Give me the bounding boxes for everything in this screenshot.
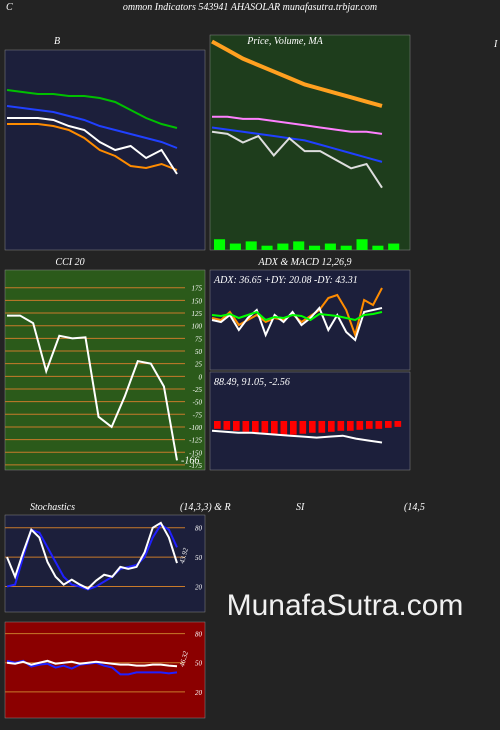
header-title: ommon Indicators 543941 AHASOLAR munafas… bbox=[123, 2, 377, 13]
y-tick-label: 0 bbox=[199, 373, 203, 381]
bar bbox=[293, 241, 305, 250]
y-tick-label: 25 bbox=[195, 361, 203, 369]
bar bbox=[328, 421, 335, 432]
bar bbox=[261, 421, 269, 433]
bar bbox=[233, 421, 240, 431]
series-line bbox=[7, 117, 178, 175]
series-line bbox=[7, 314, 178, 461]
bar bbox=[309, 245, 321, 250]
series-line bbox=[6, 659, 178, 668]
y-tick-label: 20 bbox=[195, 689, 203, 697]
stoch-title: (14,5 bbox=[404, 502, 425, 513]
series-line bbox=[6, 105, 178, 149]
panel-title: B bbox=[54, 36, 60, 47]
y-tick-label: -50 bbox=[193, 399, 203, 407]
stoch-title: Stochastics bbox=[30, 502, 75, 513]
y-tick-label: 150 bbox=[192, 297, 203, 305]
y-tick-label: -125 bbox=[189, 437, 202, 445]
y-tick-label: -100 bbox=[189, 424, 202, 432]
y-tick-label: -175 bbox=[189, 462, 202, 470]
y-tick-label: -75 bbox=[193, 411, 203, 419]
y-tick-label: 80 bbox=[195, 525, 203, 533]
bar bbox=[252, 421, 259, 433]
y-tick-label: -25 bbox=[193, 386, 203, 394]
panel-reading: 88.49, 91.05, -2.56 bbox=[214, 377, 290, 388]
panel-title: ADX & MACD 12,26,9 bbox=[257, 257, 351, 268]
value-label: 46.32 bbox=[178, 650, 190, 668]
y-tick-label: -150 bbox=[189, 449, 202, 457]
bar bbox=[356, 421, 364, 430]
panel bbox=[4, 269, 206, 471]
bar bbox=[214, 421, 221, 429]
bar bbox=[372, 245, 384, 250]
series-line bbox=[7, 123, 178, 171]
panel bbox=[4, 514, 206, 613]
y-tick-label: 175 bbox=[192, 285, 203, 293]
series-line bbox=[211, 306, 383, 342]
series-line bbox=[212, 115, 383, 135]
y-tick-label: 125 bbox=[192, 310, 203, 318]
bar bbox=[347, 421, 354, 431]
bar bbox=[388, 243, 400, 250]
bar bbox=[318, 421, 326, 433]
bar bbox=[309, 421, 316, 433]
panel bbox=[4, 621, 206, 719]
bar bbox=[223, 421, 231, 430]
bar bbox=[277, 243, 289, 250]
bar bbox=[280, 421, 288, 435]
bar bbox=[261, 245, 273, 250]
stoch-title: (14,3,3) & R bbox=[180, 502, 231, 513]
series-line bbox=[6, 521, 178, 590]
bar bbox=[394, 421, 402, 427]
bar bbox=[229, 243, 241, 250]
value-label: 43.92 bbox=[178, 547, 190, 565]
panel-title: Price, Volume, MA bbox=[246, 36, 323, 47]
bar bbox=[366, 421, 373, 429]
bar bbox=[214, 239, 226, 250]
y-tick-label: 80 bbox=[195, 631, 203, 639]
y-tick-label: 50 bbox=[195, 660, 203, 668]
series-line bbox=[211, 39, 383, 108]
panel-reading: ADX: 36.65 +DY: 20.08 -DY: 43.31 bbox=[213, 275, 358, 286]
y-tick-label: 50 bbox=[195, 348, 203, 356]
bar bbox=[356, 239, 368, 250]
bar bbox=[290, 421, 297, 435]
y-tick-label: 20 bbox=[195, 584, 203, 592]
y-tick-label: 50 bbox=[195, 554, 203, 562]
header-left: C bbox=[6, 2, 13, 13]
bar bbox=[385, 421, 392, 428]
value-label: -166 bbox=[181, 455, 199, 466]
bar bbox=[375, 421, 383, 429]
panel-title: CCI 20 bbox=[55, 257, 84, 268]
bar bbox=[324, 243, 336, 250]
bar bbox=[242, 421, 250, 432]
bar bbox=[271, 421, 278, 434]
bar bbox=[337, 421, 345, 431]
y-tick-label: 75 bbox=[195, 335, 203, 343]
series-line bbox=[211, 126, 383, 163]
panel bbox=[4, 49, 206, 251]
series-line bbox=[211, 429, 383, 444]
watermark: MunafaSutra.com bbox=[227, 589, 464, 622]
y-tick-label: 100 bbox=[192, 323, 203, 331]
header-right: I bbox=[493, 39, 498, 50]
bar bbox=[340, 245, 352, 250]
bar bbox=[245, 241, 257, 250]
series-line bbox=[6, 89, 178, 129]
stoch-title: SI bbox=[296, 502, 305, 513]
series-line bbox=[211, 130, 383, 189]
bar bbox=[299, 421, 307, 434]
series-line bbox=[211, 310, 383, 322]
series-line bbox=[6, 523, 178, 591]
